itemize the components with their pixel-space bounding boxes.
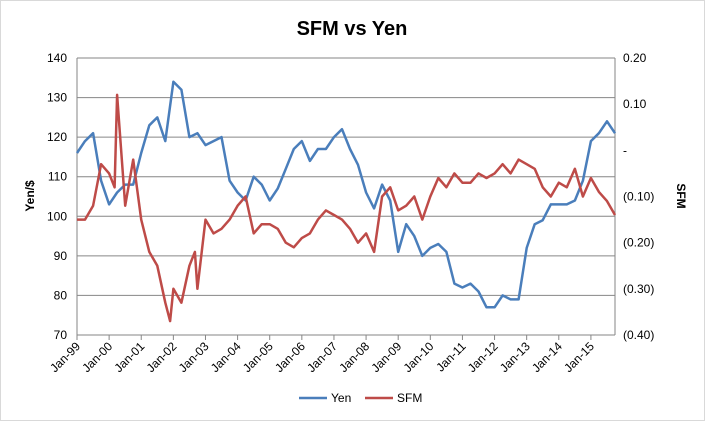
x-tick-label: Jan-09 [368, 339, 404, 375]
series-line-sfm [77, 93, 617, 323]
left-axis-ticks: 70 80 90 100 110 120 130 140 [47, 51, 67, 342]
legend-label-sfm: SFM [397, 391, 422, 405]
y-axis-right-label: SFM [674, 183, 688, 208]
x-tick-label: Jan-02 [144, 339, 180, 375]
left-tick-label: 70 [54, 328, 68, 342]
right-tick-label: (0.30) [623, 282, 654, 296]
series-lines [75, 80, 617, 323]
x-tick-label: Jan-99 [47, 339, 83, 375]
series-line-yen [75, 80, 617, 309]
left-tick-label: 140 [47, 51, 67, 65]
x-tick-label: Jan-04 [208, 339, 244, 375]
right-tick-label: (0.20) [623, 236, 654, 250]
x-tick-label: Jan-03 [176, 339, 212, 375]
x-tick-label: Jan-08 [336, 339, 372, 375]
x-tick-label: Jan-01 [112, 339, 148, 375]
left-tick-label: 100 [47, 209, 67, 223]
x-tick-label: Jan-07 [304, 339, 340, 375]
legend: Yen SFM [299, 391, 422, 405]
x-tick-label: Jan-14 [529, 339, 565, 375]
x-tick-label: Jan-13 [497, 339, 533, 375]
right-tick-label: (0.40) [623, 328, 654, 342]
x-tick-label: Jan-12 [465, 339, 501, 375]
x-tick-label: Jan-05 [240, 339, 276, 375]
x-tick-label: Jan-11 [433, 339, 468, 374]
gridlines [76, 57, 616, 336]
right-tick-label: - [623, 143, 627, 157]
left-tick-label: 120 [47, 130, 67, 144]
chart-title: SFM vs Yen [297, 18, 408, 40]
right-axis-ticks: (0.40) (0.30) (0.20) (0.10) - 0.10 0.20 [623, 51, 654, 342]
x-tick-label: Jan-06 [272, 339, 308, 375]
x-tick-label: Jan-10 [401, 339, 437, 375]
right-tick-label: (0.10) [623, 190, 654, 204]
right-tick-label: 0.10 [623, 97, 647, 111]
left-tick-label: 110 [48, 170, 67, 184]
left-tick-label: 90 [54, 249, 68, 263]
x-tick-label: Jan-00 [79, 339, 115, 375]
x-axis-ticks: Jan-99Jan-00Jan-01Jan-02Jan-03Jan-04Jan-… [47, 335, 597, 375]
x-tick-label: Jan-15 [561, 339, 597, 375]
right-tick-label: 0.20 [623, 51, 647, 65]
left-tick-label: 80 [54, 288, 68, 302]
legend-label-yen: Yen [331, 391, 351, 405]
y-axis-left-label: Yen/$ [23, 180, 37, 212]
left-tick-label: 130 [47, 91, 67, 105]
